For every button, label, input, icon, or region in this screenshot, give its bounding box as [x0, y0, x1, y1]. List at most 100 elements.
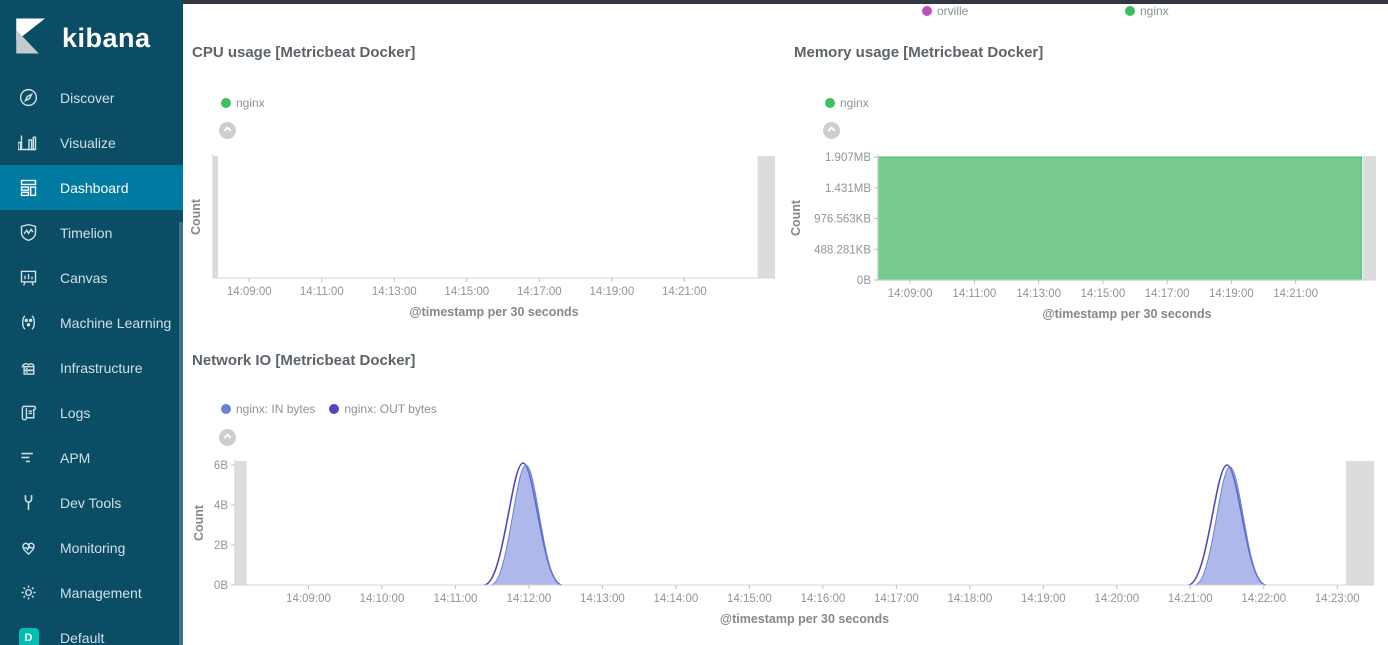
sidebar-item-visualize[interactable]: Visualize	[0, 120, 183, 165]
panel-title: Network IO [Metricbeat Docker]	[192, 352, 416, 369]
legend-dot	[221, 404, 231, 414]
legend-dot-nginx	[1125, 6, 1135, 16]
memory-legend: nginx	[825, 96, 869, 110]
svg-text:488.281KB: 488.281KB	[814, 244, 871, 256]
svg-text:14:12:00: 14:12:00	[507, 593, 552, 605]
infrastructure-icon	[18, 357, 39, 378]
space-default-badge: D	[18, 627, 39, 645]
kibana-logo[interactable]: kibana	[0, 0, 183, 75]
svg-text:1.431MB: 1.431MB	[825, 183, 871, 195]
sidebar-item-logs[interactable]: Logs	[0, 390, 183, 435]
collapse-legend-button[interactable]	[219, 429, 236, 446]
legend-item-orville[interactable]: orville	[922, 4, 968, 18]
svg-text:14:15:00: 14:15:00	[727, 593, 772, 605]
svg-text:4B: 4B	[214, 500, 228, 512]
sidebar-item-discover[interactable]: Discover	[0, 75, 183, 120]
svg-text:14:15:00: 14:15:00	[1081, 288, 1126, 300]
canvas-easel-icon	[18, 267, 39, 288]
svg-text:976.563KB: 976.563KB	[814, 214, 871, 226]
sidebar-item-label: Timelion	[60, 224, 113, 241]
sidebar-item-label: Dev Tools	[60, 494, 122, 511]
sidebar-item-label: Logs	[60, 404, 91, 421]
sidebar-item-infrastructure[interactable]: Infrastructure	[0, 345, 183, 390]
svg-text:14:19:00: 14:19:00	[1209, 288, 1254, 300]
sidebar-item-label: Management	[60, 584, 142, 601]
svg-text:14:14:00: 14:14:00	[654, 593, 699, 605]
chevron-up-icon	[222, 123, 233, 138]
sidebar-item-label: Visualize	[60, 134, 116, 151]
sidebar-item-label: Monitoring	[60, 539, 126, 556]
panel-cpu-usage: CPU usage [Metricbeat Docker] nginx 14:0…	[185, 40, 785, 336]
panel-network-io: Network IO [Metricbeat Docker] nginx: IN…	[185, 346, 1388, 645]
legend-dot-orville	[922, 6, 932, 16]
sidebar: kibana Discover Visualize	[0, 0, 183, 645]
network-io-chart[interactable]: 14:09:00 14:10:00 14:11:00 14:12:00 14:13:00…	[185, 455, 1388, 645]
sidebar-item-label: Dashboard	[60, 179, 129, 196]
sidebar-scrollbar[interactable]	[179, 222, 183, 645]
svg-text:14:16:00: 14:16:00	[800, 593, 845, 605]
svg-text:14:23:00: 14:23:00	[1315, 593, 1360, 605]
chevron-up-icon	[222, 430, 233, 445]
chevron-up-icon	[826, 123, 837, 138]
sidebar-item-canvas[interactable]: Canvas	[0, 255, 183, 300]
sidebar-item-default-space[interactable]: D Default	[0, 615, 183, 645]
sidebar-item-dev-tools[interactable]: Dev Tools	[0, 480, 183, 525]
svg-text:14:20:00: 14:20:00	[1094, 593, 1139, 605]
svg-text:@timestamp per 30 seconds: @timestamp per 30 seconds	[720, 612, 889, 626]
legend-item-nginx[interactable]: nginx	[825, 96, 869, 110]
svg-text:14:22:00: 14:22:00	[1241, 593, 1286, 605]
brand-name: kibana	[62, 23, 151, 53]
dashboard-grid-icon	[18, 177, 39, 198]
apm-icon	[18, 447, 39, 468]
svg-text:14:11:00: 14:11:00	[300, 286, 344, 298]
cpu-usage-chart[interactable]: 14:09:00 14:11:00 14:13:00 14:15:00 14:17:00…	[185, 150, 785, 337]
svg-text:14:09:00: 14:09:00	[888, 288, 933, 300]
sidebar-item-timelion[interactable]: Timelion	[0, 210, 183, 255]
svg-text:14:21:00: 14:21:00	[1168, 593, 1213, 605]
svg-text:@timestamp per 30 seconds: @timestamp per 30 seconds	[1042, 307, 1211, 321]
sidebar-item-label: Default	[60, 629, 105, 645]
sidebar-item-label: Discover	[60, 89, 115, 106]
svg-text:14:09:00: 14:09:00	[286, 593, 331, 605]
svg-text:14:17:00: 14:17:00	[517, 286, 562, 298]
legend-item-nginx-out-bytes[interactable]: nginx: OUT bytes	[329, 402, 437, 416]
sidebar-item-label: Infrastructure	[60, 359, 143, 376]
svg-text:Count: Count	[189, 198, 203, 235]
sidebar-item-label: Canvas	[60, 269, 108, 286]
svg-text:Count: Count	[790, 199, 803, 236]
kibana-logo-icon	[10, 16, 50, 61]
svg-text:@timestamp per 30 seconds: @timestamp per 30 seconds	[409, 305, 578, 319]
legend-item-nginx-in-bytes[interactable]: nginx: IN bytes	[221, 402, 315, 416]
sidebar-item-label: Machine Learning	[60, 314, 172, 331]
collapse-legend-button[interactable]	[219, 122, 236, 139]
svg-text:14:21:00: 14:21:00	[1273, 288, 1318, 300]
svg-text:14:17:00: 14:17:00	[874, 593, 919, 605]
svg-text:14:13:00: 14:13:00	[580, 593, 625, 605]
sidebar-item-dashboard[interactable]: Dashboard	[0, 165, 183, 210]
legend-item-nginx[interactable]: nginx	[221, 96, 265, 110]
sidebar-nav: Discover Visualize Dashboard	[0, 75, 183, 645]
svg-text:14:13:00: 14:13:00	[1016, 288, 1061, 300]
sidebar-item-management[interactable]: Management	[0, 570, 183, 615]
dashboard-main	[183, 0, 1388, 645]
bar-chart-icon	[18, 132, 39, 153]
svg-text:Count: Count	[192, 504, 206, 541]
svg-text:14:15:00: 14:15:00	[444, 286, 489, 298]
panel-title: CPU usage [Metricbeat Docker]	[192, 44, 416, 61]
sidebar-item-apm[interactable]: APM	[0, 435, 183, 480]
timelion-shield-icon	[18, 222, 39, 243]
collapse-legend-button[interactable]	[823, 122, 840, 139]
compass-icon	[18, 87, 39, 108]
svg-text:0B: 0B	[214, 580, 228, 592]
sidebar-item-machine-learning[interactable]: Machine Learning	[0, 300, 183, 345]
svg-text:14:11:00: 14:11:00	[952, 288, 996, 300]
legend-item-nginx-top[interactable]: nginx	[1125, 4, 1169, 18]
sidebar-item-monitoring[interactable]: Monitoring	[0, 525, 183, 570]
svg-text:14:21:00: 14:21:00	[662, 286, 707, 298]
svg-text:14:18:00: 14:18:00	[947, 593, 992, 605]
sidebar-item-label: APM	[60, 449, 91, 466]
memory-usage-chart[interactable]: 14:09:00 14:11:00 14:13:00 14:15:00 14:17:00…	[789, 150, 1388, 337]
svg-text:1.907MB: 1.907MB	[825, 152, 871, 164]
svg-text:2B: 2B	[214, 540, 228, 552]
